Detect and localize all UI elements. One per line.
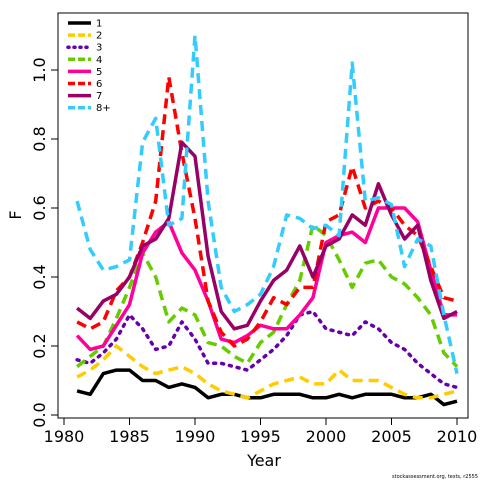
legend-label: 1 [96, 19, 102, 30]
series-lines [75, 33, 459, 407]
series-line-8plus [75, 33, 459, 374]
x-tick-label: 2005 [371, 427, 412, 446]
legend-label: 7 [96, 91, 102, 102]
legend-label: 5 [96, 67, 102, 78]
series-line-3 [75, 309, 459, 390]
x-axis: 1980 1985 1990 1995 2000 2005 2010 [44, 418, 478, 446]
y-tick-label: 0.4 [30, 264, 49, 289]
y-tick-label: 0.0 [30, 402, 49, 427]
x-tick-label: 1980 [44, 427, 85, 446]
plot-frame [57, 12, 469, 419]
y-axis: 0.0 0.2 0.4 0.6 0.8 1.0 [30, 57, 58, 428]
y-tick-label: 0.6 [30, 195, 49, 220]
y-axis-title: F [6, 210, 25, 219]
legend-label: 3 [96, 43, 102, 54]
series-line-1 [76, 368, 458, 407]
legend-label: 2 [96, 31, 102, 42]
legend-label: 8+ [96, 103, 111, 114]
x-tick-label: 2000 [306, 427, 347, 446]
series-line-7 [76, 140, 458, 331]
y-tick-label: 0.8 [30, 126, 49, 151]
legend-label: 6 [96, 79, 102, 90]
credit-text: stockassessment.org, tests, r2555 [392, 474, 478, 480]
x-axis-title: Year [246, 451, 281, 470]
x-tick-label: 1985 [109, 427, 150, 446]
legend-label: 4 [96, 55, 102, 66]
series-line-2 [76, 344, 458, 400]
x-tick-label: 2010 [437, 427, 478, 446]
x-tick-label: 1990 [175, 427, 216, 446]
y-tick-label: 0.2 [30, 333, 49, 358]
y-tick-label: 1.0 [30, 57, 49, 82]
x-tick-label: 1995 [240, 427, 281, 446]
